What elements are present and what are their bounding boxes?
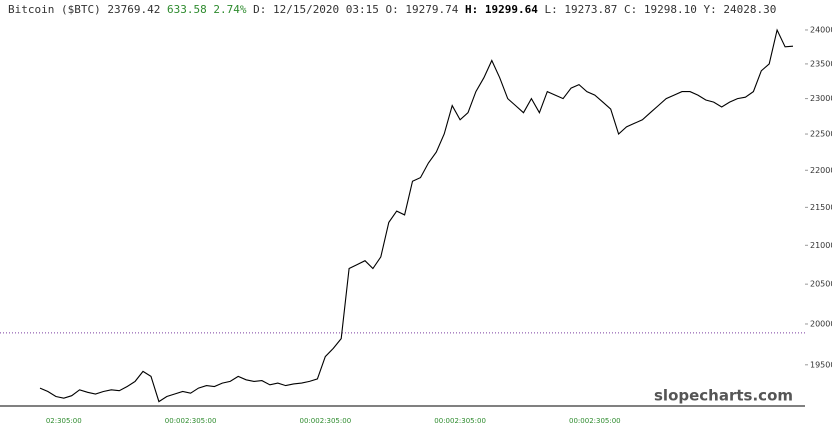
quote-value: 19299.64	[484, 3, 538, 16]
quote-label: C:	[624, 3, 638, 16]
y-tick-label: 22500	[810, 130, 832, 139]
y-tick-label: 23000	[810, 94, 832, 103]
y-tick-label: 22000	[810, 166, 832, 175]
y-tick-label: 21000	[810, 241, 832, 250]
x-tick-label: 02:305:00	[46, 417, 82, 425]
quote-value: 19273.87	[564, 3, 618, 16]
symbol: Bitcoin ($BTC)	[8, 3, 101, 16]
quote-fields: D: 12/15/2020 03:15 O: 19279.74 H: 19299…	[253, 3, 776, 16]
last: 23769.42	[107, 3, 161, 16]
quote-label: D:	[253, 3, 267, 16]
y-tick-label: 20000	[810, 319, 832, 328]
watermark: slopecharts.com	[654, 387, 793, 405]
y-tick-label: 23500	[810, 59, 832, 68]
quote-header: Bitcoin ($BTC) 23769.42 633.58 2.74% D: …	[8, 3, 776, 16]
quote-value: 19279.74	[405, 3, 459, 16]
quote-label: H:	[465, 3, 479, 16]
quote-value: 19298.10	[643, 3, 697, 16]
x-tick-label: 00:002:305:00	[434, 417, 486, 425]
quote-value: 24028.30	[723, 3, 777, 16]
quote-label: O:	[385, 3, 399, 16]
quote-label: Y:	[703, 3, 717, 16]
y-tick-label: 19500	[810, 360, 832, 369]
quote-value: 12/15/2020 03:15	[272, 3, 379, 16]
x-tick-label: 00:002:305:00	[569, 417, 621, 425]
x-tick-label: 00:002:305:00	[300, 417, 352, 425]
y-tick-label: 20500	[810, 280, 832, 289]
change: 633.58	[166, 3, 207, 16]
change-pct: 2.74%	[213, 3, 247, 16]
y-tick-label: 21500	[810, 203, 832, 212]
price-line	[39, 28, 794, 403]
quote-label: L:	[544, 3, 558, 16]
x-tick-label: 00:002:305:00	[165, 417, 217, 425]
